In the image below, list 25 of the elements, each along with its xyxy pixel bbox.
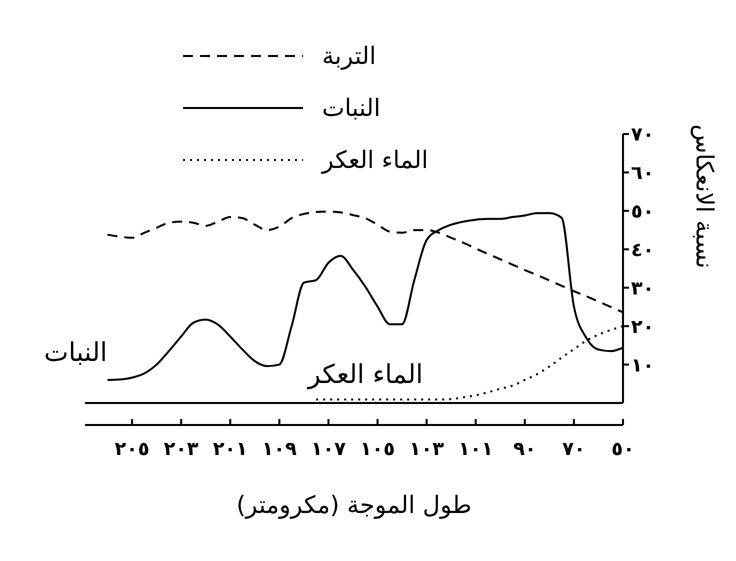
x-tick-label: ١٠٧ [311, 438, 346, 460]
x-axis-title: طول الموجة (مكرومتر) [236, 491, 472, 519]
annotation: النبات [44, 338, 108, 368]
x-tick-label: ٢٠٣ [164, 438, 199, 460]
legend-label: النبات [322, 94, 380, 122]
x-tick-label: ٧٠ [562, 438, 586, 460]
y-tick-label: ١٠ [631, 354, 654, 376]
y-axis-title: نسبة الانعكاس [690, 124, 718, 268]
x-tick-label: ١٠٥ [360, 438, 395, 460]
y-tick-label: ٧٠ [631, 124, 654, 146]
x-tick-label: ٩٠ [513, 438, 536, 460]
x-tick-label: ١٠١ [458, 438, 494, 460]
x-tick-label: ٥٠ [611, 438, 635, 460]
x-tick-label: ١٠٣ [409, 438, 444, 460]
legend-label: الماء العكر [322, 146, 428, 174]
y-tick-label: ٤٠ [631, 239, 654, 262]
y-tick-label: ٥٠ [631, 200, 654, 223]
x-tick-label: ٢٠١ [212, 438, 248, 460]
y-tick-label: ٦٠ [631, 162, 654, 184]
y-tick-label: ٣٠ [631, 277, 654, 300]
x-tick-label: ٢٠٥ [114, 438, 150, 460]
x-tick-label: ١٠٩ [262, 438, 298, 460]
y-tick-label: ٢٠ [631, 316, 654, 338]
annotation: الماء العكر [308, 360, 423, 390]
legend-label: التربة [322, 42, 376, 70]
